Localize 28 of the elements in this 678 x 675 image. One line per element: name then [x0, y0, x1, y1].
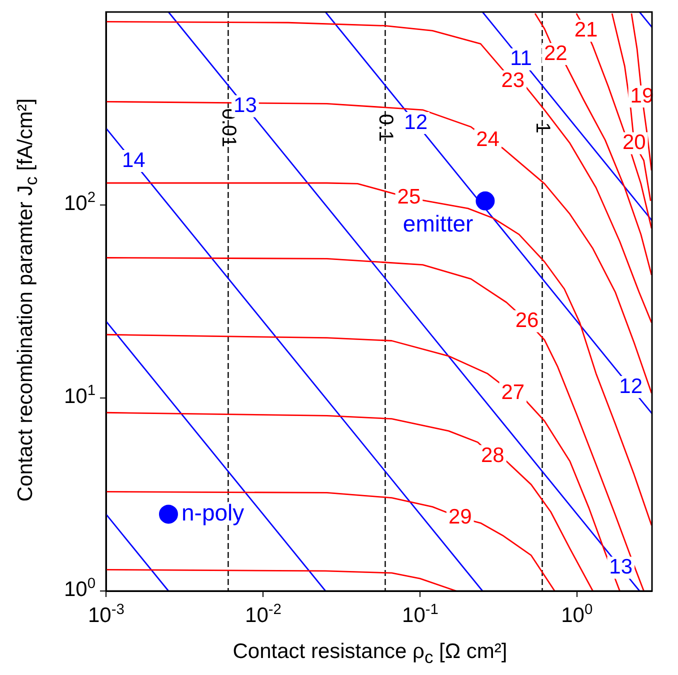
- annotation: 25: [397, 186, 421, 209]
- annotation: 24: [476, 128, 500, 151]
- annotation: 13: [234, 94, 257, 118]
- annotation: 28: [480, 444, 504, 467]
- x-tick-label: 10$^{0}$: [561, 602, 593, 627]
- y-tick-label: 10$^{1}$: [64, 382, 96, 408]
- annotation: 29: [448, 505, 472, 528]
- annotation: 27: [501, 380, 525, 404]
- y-tick-label: 10$^{0}$: [64, 576, 96, 600]
- ref-line-label: 1: [532, 122, 554, 134]
- annotation: 22: [544, 42, 568, 65]
- x-axis-title: Contact resistance ρ$_{c}$ [Ω cm²]: [232, 640, 508, 668]
- x-tick-label: 10$^{-3}$: [88, 602, 124, 627]
- annotation: 12: [619, 374, 643, 398]
- annotation: 11: [510, 47, 532, 70]
- y-tick-label: 10$^{2}$: [64, 190, 96, 214]
- annotation: 12: [404, 110, 428, 134]
- annotation: 21: [574, 18, 598, 42]
- x-tick-label: 10$^{-2}$: [245, 602, 282, 627]
- annotation: 26: [515, 308, 539, 332]
- annotation: 20: [622, 131, 646, 154]
- annotation: 23: [501, 69, 525, 92]
- series-label: n-poly: [181, 500, 245, 526]
- series-label: emitter: [402, 210, 474, 236]
- annotation: 13: [609, 556, 633, 579]
- x-tick-label: 10$^{-1}$: [402, 602, 438, 627]
- annotation: 14: [122, 148, 146, 172]
- ref-line-label: 0.1: [374, 114, 397, 142]
